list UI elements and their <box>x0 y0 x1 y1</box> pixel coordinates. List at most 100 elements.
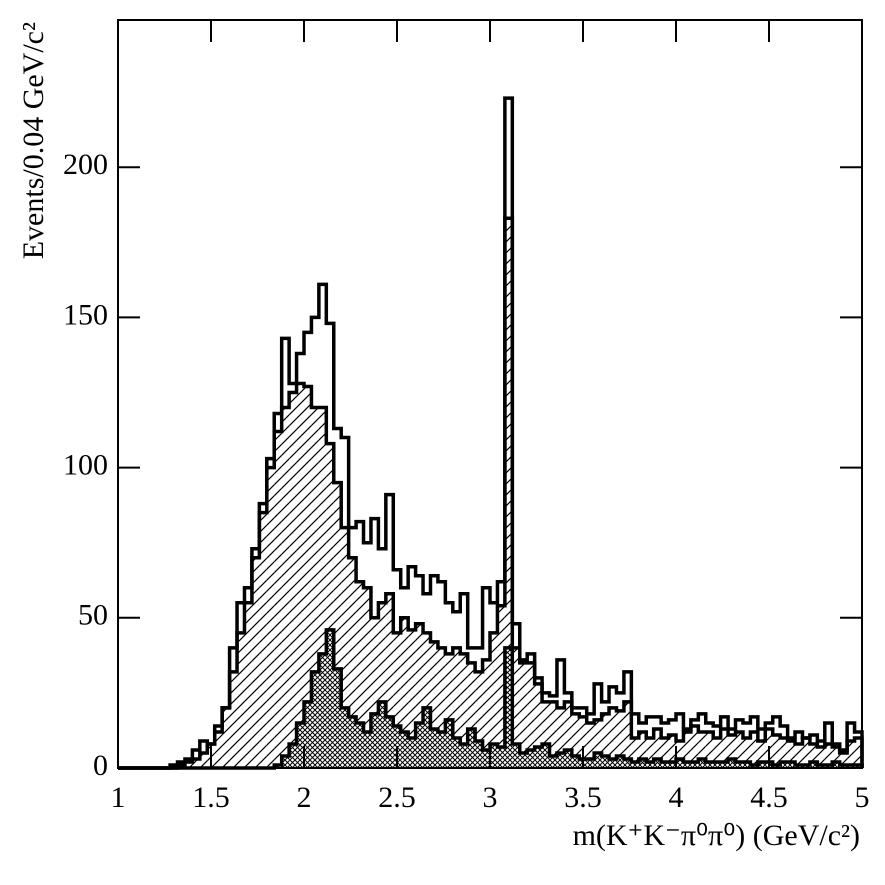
histogram-bar <box>222 707 230 768</box>
histogram-bar <box>549 701 557 768</box>
histogram-bar <box>713 737 721 768</box>
histogram-bar <box>385 716 394 768</box>
histogram-bar <box>400 617 409 768</box>
histogram-bar <box>705 761 714 768</box>
histogram-bar <box>713 761 721 768</box>
histogram-bar <box>341 527 349 768</box>
histogram-outline <box>118 628 864 770</box>
histogram-bar <box>318 653 327 768</box>
histogram-bar <box>504 218 513 768</box>
y-tick-label: 50 <box>78 599 108 632</box>
histogram-bar <box>445 653 453 768</box>
x-tick-label: 3.5 <box>564 781 602 814</box>
histogram-bar <box>259 512 267 768</box>
histogram-bar <box>363 587 371 768</box>
histogram-bar <box>437 647 446 768</box>
histogram-bar <box>683 731 691 768</box>
histogram-bar <box>281 755 290 768</box>
histogram-bar <box>728 758 736 768</box>
histogram-bar <box>720 761 729 768</box>
histogram-bar <box>780 737 788 768</box>
histogram-bar <box>646 737 654 768</box>
histogram-bar <box>400 731 409 768</box>
histogram-bar <box>385 593 394 768</box>
y-axis-label: Events/0.04 GeV/c² <box>17 22 50 259</box>
histogram-bar <box>348 716 357 768</box>
histogram-bar <box>556 752 565 768</box>
histogram-bar <box>452 647 461 768</box>
y-tick-label: 150 <box>63 298 108 331</box>
histogram-bar <box>430 728 438 768</box>
histogram-bar <box>534 683 543 768</box>
histogram-bar <box>676 740 684 768</box>
histogram-bar <box>512 647 520 768</box>
histogram-bar <box>809 761 818 768</box>
histogram-bar <box>311 671 319 768</box>
histogram-bar <box>415 623 424 768</box>
histogram-bar <box>728 734 736 768</box>
histogram-bar <box>571 755 580 768</box>
histogram-bar <box>326 443 334 768</box>
histogram-bar <box>564 701 572 768</box>
histogram-bar <box>772 734 781 768</box>
histogram-bar <box>423 632 431 768</box>
histogram-bar <box>631 761 639 768</box>
histogram-bar <box>482 749 490 768</box>
histogram-bar <box>564 749 572 768</box>
histogram-bar <box>542 701 550 768</box>
histogram-bar <box>467 728 476 768</box>
histogram-bar <box>214 731 223 768</box>
histogram-bar <box>490 743 498 768</box>
histogram-bar <box>757 761 766 768</box>
histogram-bar <box>780 761 788 768</box>
histogram-bar <box>534 746 543 768</box>
histogram-bar <box>802 737 810 768</box>
histogram-bar <box>676 758 684 768</box>
histogram-bar <box>720 728 729 768</box>
histogram-bar <box>363 731 371 768</box>
histogram-bar <box>601 755 610 768</box>
histogram-bar <box>348 557 357 768</box>
histogram-bar <box>832 761 840 768</box>
histogram-bar <box>475 740 483 768</box>
histogram-bar <box>750 731 758 768</box>
histogram-bar <box>296 722 304 768</box>
histogram-bar <box>378 602 386 768</box>
histogram-bar <box>251 557 260 768</box>
histogram-bar <box>735 761 743 768</box>
histogram-bar <box>527 662 535 768</box>
x-axis-label: m(K⁺K⁻π⁰π⁰) (GeV/c²) <box>573 819 860 852</box>
histogram-bar <box>497 605 505 768</box>
x-tick-label: 4 <box>669 781 684 814</box>
histogram-bar <box>304 386 312 768</box>
histogram-bar <box>668 761 676 768</box>
histogram-bar <box>356 581 364 768</box>
histogram-bar <box>705 731 714 768</box>
histogram-bar <box>370 617 379 768</box>
histogram-bar <box>475 671 483 768</box>
histogram-bar <box>527 749 535 768</box>
histogram-bar <box>661 761 669 768</box>
histogram-bar <box>296 383 304 768</box>
histogram-bar <box>192 758 200 768</box>
histogram-bar <box>326 629 334 768</box>
histogram-bar <box>653 758 662 768</box>
histogram-bar <box>623 758 632 768</box>
histogram-bar <box>542 743 550 768</box>
histogram-bar <box>594 752 602 768</box>
histogram-bar <box>586 758 595 768</box>
histogram-bar <box>735 731 743 768</box>
histogram-bar <box>415 722 424 768</box>
histogram-bar <box>519 752 528 768</box>
histogram-bar <box>281 407 290 768</box>
x-tick-label: 1 <box>111 781 126 814</box>
histogram-bar <box>490 632 498 768</box>
histogram-bar <box>244 602 252 768</box>
histogram-bar <box>445 719 453 768</box>
histogram-bar <box>512 743 520 768</box>
histogram-bar <box>638 758 647 768</box>
histogram-bar <box>698 758 706 768</box>
histogram-bar <box>408 629 416 768</box>
histogram-bar <box>847 740 855 768</box>
histogram-bar <box>623 701 632 768</box>
